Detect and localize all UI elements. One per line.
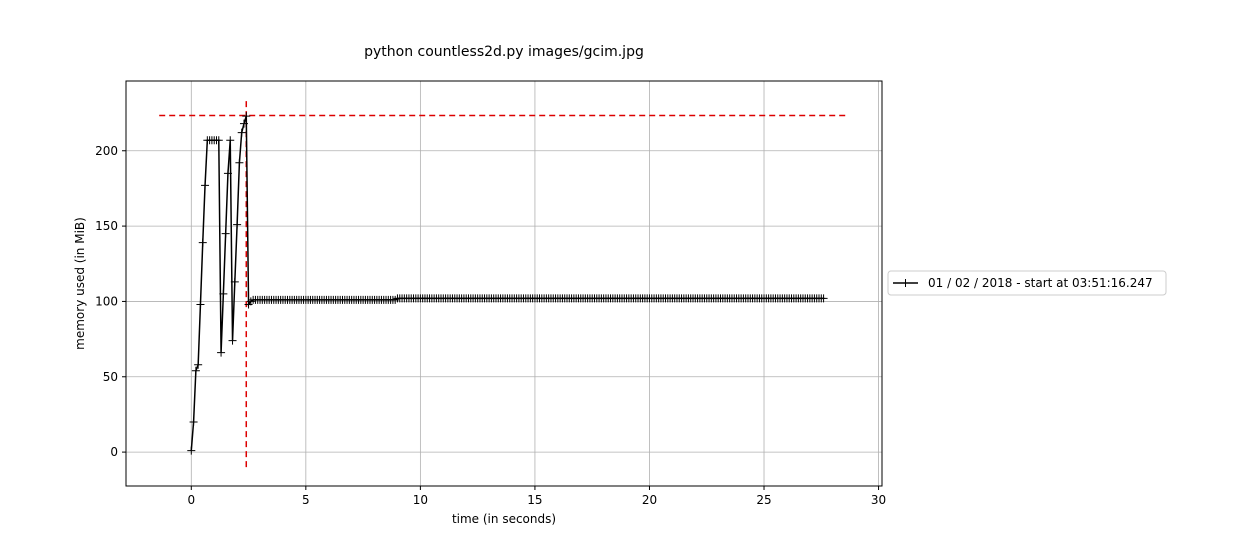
data-point-marker [189,417,198,426]
legend-label: 01 / 02 / 2018 - start at 03:51:16.247 [928,276,1153,290]
x-tick-label: 30 [871,493,886,507]
data-point-marker [201,181,210,190]
x-tick-label: 20 [642,493,657,507]
data-point-marker [217,348,226,357]
x-tick-label: 0 [187,493,195,507]
y-tick-label: 100 [95,294,118,308]
data-point-marker [223,169,232,178]
x-axis-ticks: 0 5 10 15 20 25 30 [187,486,886,507]
y-tick-label: 150 [95,219,118,233]
legend-marker [901,279,910,287]
data-point-marker [214,136,223,145]
data-point-marker [198,238,207,247]
series-layer [187,112,828,455]
data-point-marker [819,294,828,303]
plot-area-background [126,81,882,486]
legend-box [887,270,1167,296]
data-point-marker [242,112,251,121]
data-point-marker [237,128,246,137]
y-tick-label: 50 [103,370,118,384]
data-point-marker [221,229,230,238]
x-tick-label: 15 [527,493,542,507]
plot-area-frame [125,80,883,487]
y-tick-label: 200 [95,144,118,158]
y-axis-label: memory used (in MiB) [73,217,87,350]
data-point-marker [219,289,228,298]
data-point-marker [235,158,244,167]
data-point-marker [230,277,239,286]
data-point-marker [239,119,248,128]
data-point-marker [228,336,237,345]
x-axis-label: time (in seconds) [452,512,556,526]
chart-title: python countless2d.py images/gcim.jpg [364,44,644,60]
reference-lines [159,98,847,468]
data-point-marker [226,136,235,145]
data-point-marker [191,366,200,375]
data-point-marker [196,300,205,309]
data-point-marker [187,446,196,455]
data-point-marker [194,360,203,369]
y-tick-label: 0 [110,445,118,459]
grid-lines [126,81,882,486]
x-tick-label: 5 [302,493,310,507]
x-tick-label: 10 [413,493,428,507]
x-tick-label: 25 [756,493,771,507]
legend: 01 / 02 / 2018 - start at 03:51:16.247 [887,270,1167,296]
y-axis-ticks: 0 50 100 150 200 [95,144,126,459]
data-point-marker [233,220,242,229]
